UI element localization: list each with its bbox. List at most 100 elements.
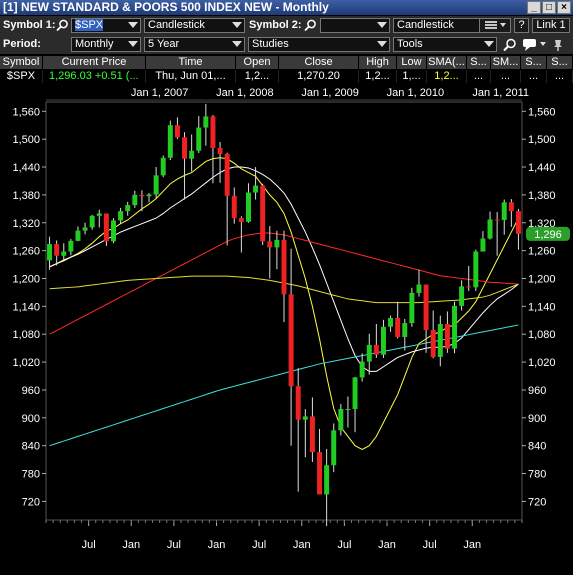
symbol2-input[interactable] (320, 18, 390, 33)
y-tick-label-right: 1,380 (528, 190, 556, 202)
x-tick-label: Jan (122, 539, 140, 551)
candle-body (281, 239, 287, 295)
y-tick-label-left: 780 (22, 469, 40, 481)
zoom-icon[interactable] (503, 38, 517, 52)
tools-select[interactable]: Tools (393, 37, 497, 52)
annotate-icon[interactable] (521, 37, 547, 52)
symbol1-input[interactable]: $SPX (71, 18, 141, 33)
chart-type2-select[interactable]: Candlestick (393, 18, 497, 33)
chart-area[interactable]: Jan 1, 2007 Jan 1, 2008 Jan 1, 2009 Jan 1, … (0, 84, 573, 572)
cell-time: Thu, Jun 01,... (146, 70, 236, 83)
candle-body (494, 219, 500, 221)
chevron-down-icon (377, 22, 387, 28)
y-tick-label-left: 960 (22, 385, 40, 397)
y-tick-label-right: 1,320 (528, 218, 556, 230)
candle-body (89, 215, 95, 228)
header-low[interactable]: Low (397, 56, 427, 69)
top-date-label: Jan 1, 2009 (301, 87, 359, 99)
top-date-label: Jan 1, 2010 (387, 87, 445, 99)
close-button[interactable]: × (557, 1, 571, 14)
candle-body (231, 195, 237, 219)
candle-body (508, 202, 514, 212)
candle-body (210, 116, 216, 148)
header-high[interactable]: High (359, 56, 397, 69)
minimize-button[interactable]: _ (527, 1, 541, 14)
chart-type1-select[interactable]: Candlestick (144, 18, 245, 33)
candle-body (75, 230, 81, 241)
cell-s4: ... (521, 70, 547, 83)
range-value: 5 Year (148, 38, 180, 50)
last-price-label: 1,296 (534, 229, 562, 241)
list-menu-icon (485, 21, 506, 29)
candle-body (189, 150, 195, 159)
candle-body (167, 125, 173, 158)
candle-body (47, 244, 53, 261)
cell-open: 1,2... (236, 70, 279, 83)
header-s4[interactable]: S... (521, 56, 547, 69)
y-tick-label-right: 1,080 (528, 329, 556, 341)
candle-body (466, 286, 472, 288)
candle-body (139, 194, 145, 197)
header-close[interactable]: Close (279, 56, 359, 69)
chevron-down-icon (484, 41, 494, 47)
help-button[interactable]: ? (514, 18, 529, 33)
link-button[interactable]: Link 1 (532, 18, 570, 33)
y-tick-label-left: 1,440 (12, 162, 40, 174)
header-s2[interactable]: S... (467, 56, 491, 69)
y-tick-label-right: 1,560 (528, 106, 556, 118)
window-title: [1] NEW STANDARD & POORS 500 INDEX NEW -… (3, 0, 329, 14)
candle-body (423, 284, 429, 331)
studies-select[interactable]: Studies (248, 37, 390, 52)
candle-body (416, 284, 422, 293)
header-s3[interactable]: SM... (491, 56, 521, 69)
candle-body (366, 344, 372, 362)
plot-border (45, 101, 523, 521)
candle-body (487, 219, 493, 239)
header-s5[interactable]: S... (547, 56, 573, 69)
candle-body (125, 205, 131, 212)
pin-icon[interactable] (551, 38, 565, 52)
toolbar-row-1: Symbol 1: $SPX Candlestick Symbol 2: Can… (0, 16, 573, 35)
period-select[interactable]: Monthly (71, 37, 141, 52)
header-current-price[interactable]: Current Price (43, 56, 146, 69)
chart-type1-value: Candlestick (148, 19, 205, 31)
candle-body (331, 430, 337, 466)
current-price-value: 1,296.03 (49, 70, 92, 82)
y-tick-label-left: 1,140 (12, 301, 40, 313)
y-tick-label-left: 1,260 (12, 246, 40, 258)
candle-body (260, 185, 266, 242)
candle-body (111, 220, 116, 242)
toolbar-row-2: Period: Monthly 5 Year Studies Tools (0, 35, 573, 54)
y-tick-label-right: 1,260 (528, 246, 556, 258)
symbol1-search-icon[interactable] (56, 19, 69, 32)
top-date-label: Jan 1, 2007 (131, 87, 189, 99)
candle-body (459, 286, 465, 306)
menu-list-button[interactable] (479, 18, 511, 33)
symbol2-label: Symbol 2: (249, 19, 302, 31)
header-open[interactable]: Open (236, 56, 279, 69)
y-tick-label-left: 840 (22, 441, 40, 453)
candle-body (146, 194, 152, 197)
candle-body (338, 408, 344, 431)
cell-s5: ... (547, 70, 573, 83)
y-tick-label-right: 1,200 (528, 273, 556, 285)
y-tick-label-left: 1,560 (12, 106, 40, 118)
candle-body (54, 244, 60, 256)
window-titlebar: [1] NEW STANDARD & POORS 500 INDEX NEW -… (0, 0, 573, 15)
symbol2-search-icon[interactable] (304, 19, 317, 32)
candle-body (238, 218, 244, 222)
range-select[interactable]: 5 Year (144, 37, 245, 52)
x-tick-label: Jul (423, 539, 437, 551)
maximize-button[interactable]: □ (542, 1, 556, 14)
candle-body (203, 116, 209, 128)
y-tick-label-right: 960 (528, 385, 546, 397)
price-chart[interactable]: Jan 1, 2007 Jan 1, 2008 Jan 1, 2009 Jan 1, … (0, 84, 573, 572)
header-sma1[interactable]: SMA(... (427, 56, 467, 69)
candle-body (317, 452, 323, 495)
current-price-change: +0.51 (... (94, 70, 139, 82)
header-time[interactable]: Time (146, 56, 236, 69)
header-symbol[interactable]: Symbol (0, 56, 43, 69)
chevron-down-icon (128, 41, 138, 47)
y-tick-label-left: 720 (22, 496, 40, 508)
candle-body (103, 213, 109, 242)
